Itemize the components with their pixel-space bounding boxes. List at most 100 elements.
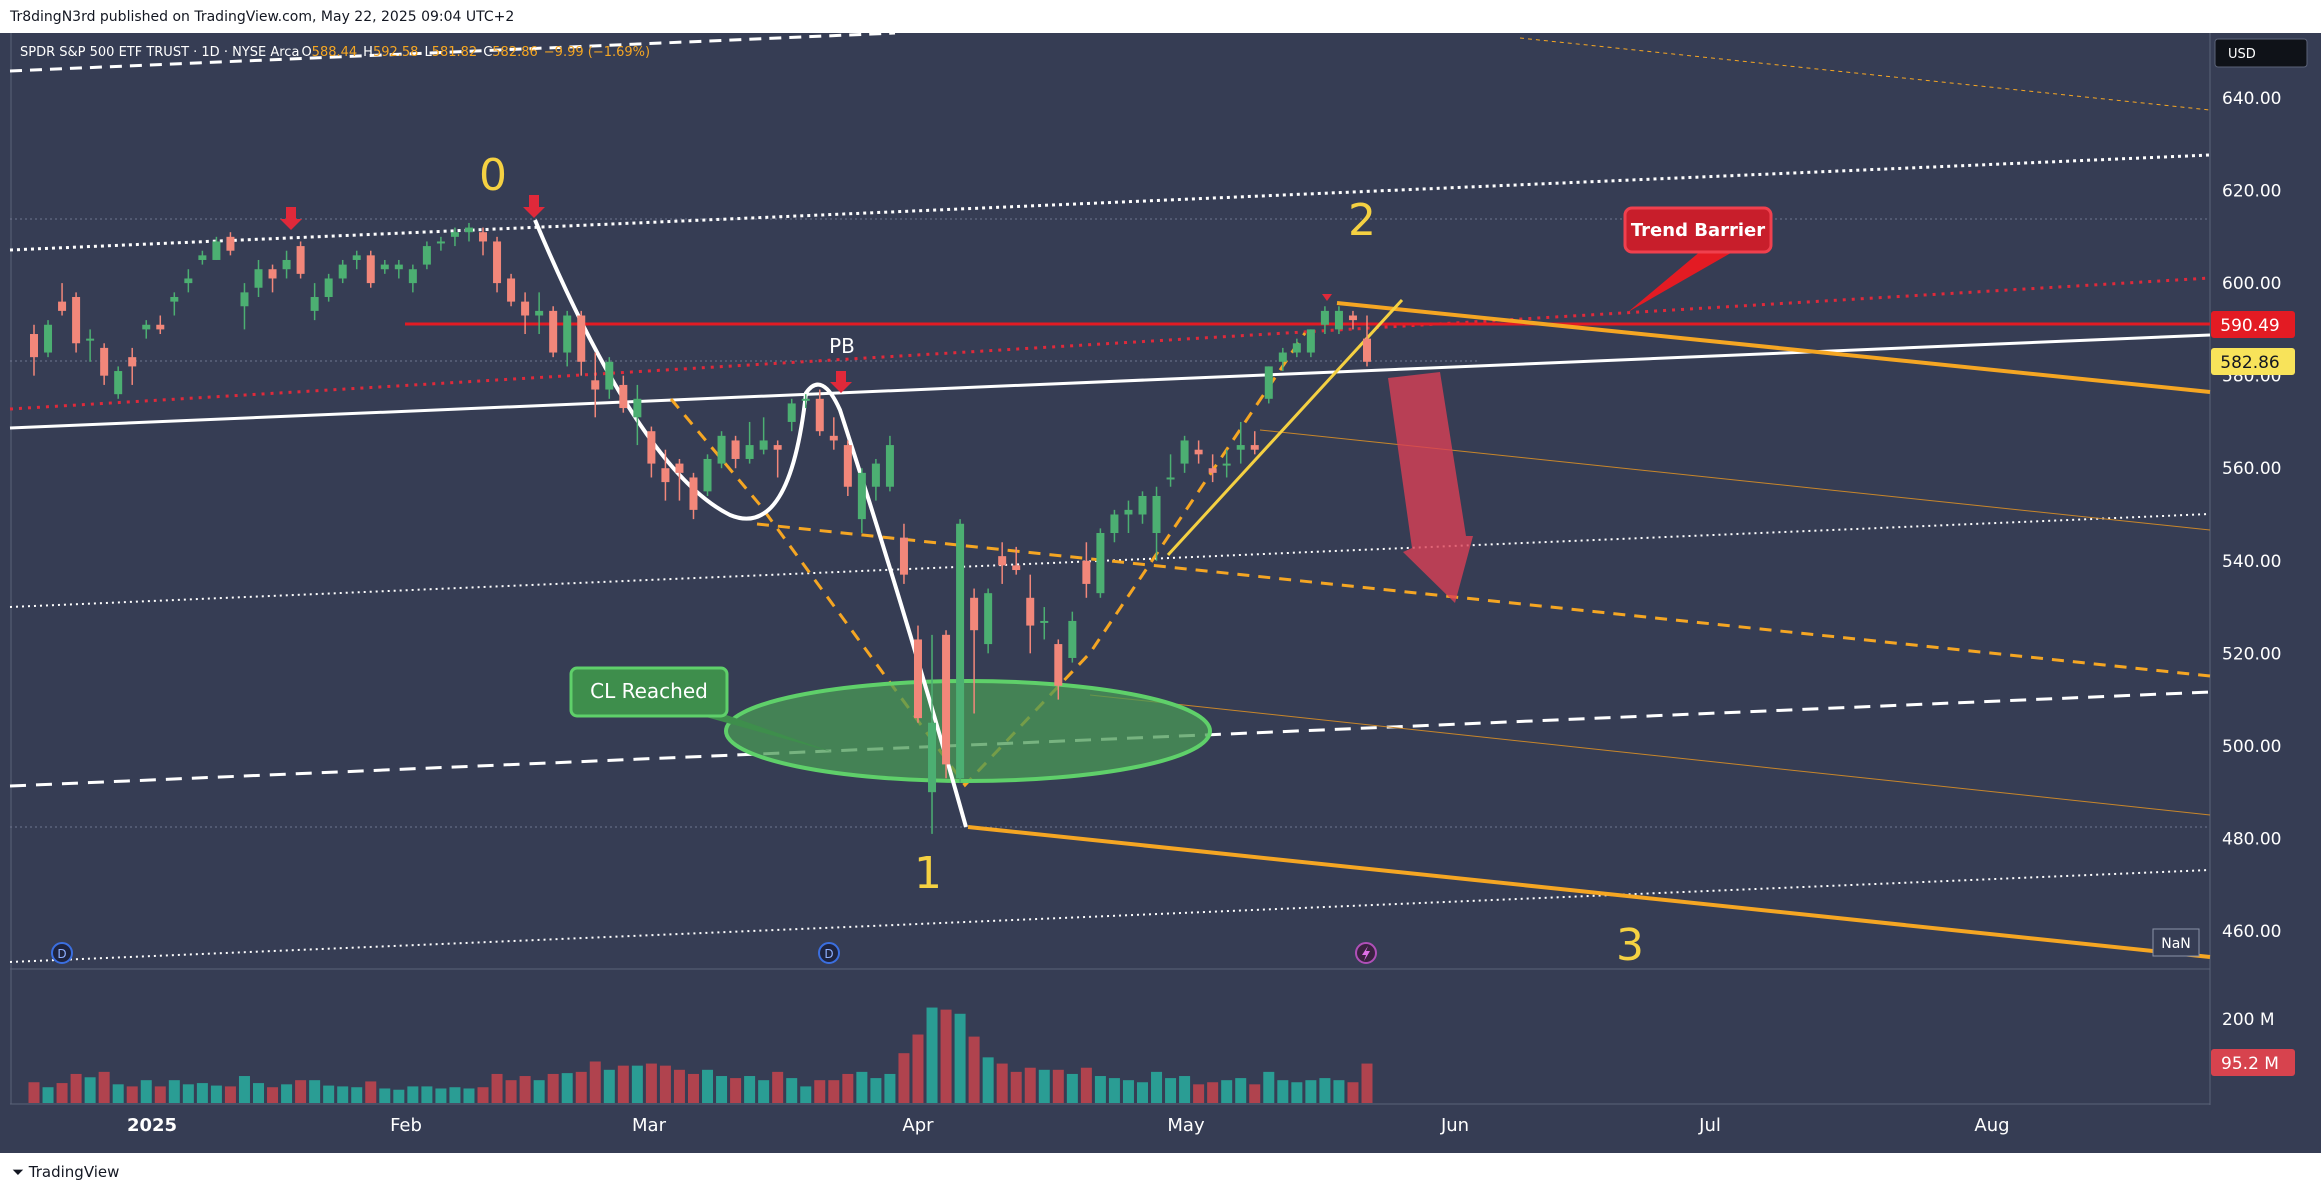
candle xyxy=(296,241,305,279)
publisher-bar: Tr8dingN3rd published on TradingView.com… xyxy=(0,0,2321,33)
candle-body xyxy=(142,324,151,330)
candle xyxy=(464,222,473,242)
mid-white-dotted-channel xyxy=(9,513,2211,608)
wave-label-2: 2 xyxy=(1348,195,1376,246)
candle xyxy=(829,417,838,450)
volume-bar xyxy=(1193,1084,1205,1103)
candle-body xyxy=(647,431,656,464)
dividend-marker[interactable]: D xyxy=(818,942,840,964)
volume-bar xyxy=(1066,1073,1078,1103)
ohlc-c-label: C xyxy=(483,45,492,60)
volume-bar xyxy=(1122,1080,1134,1103)
candle-body xyxy=(1264,366,1273,399)
tradingview-logo[interactable]: ⏷ TradingView xyxy=(12,1163,119,1181)
candle xyxy=(1306,329,1315,358)
volume-bar xyxy=(182,1084,194,1103)
candle xyxy=(394,259,403,279)
volume-bar xyxy=(407,1086,419,1103)
volume-bar xyxy=(1094,1076,1106,1103)
volume-bar xyxy=(253,1083,265,1103)
candle xyxy=(605,357,614,399)
candle-body xyxy=(380,264,389,270)
candle-body xyxy=(507,278,516,302)
volume-bar xyxy=(1179,1076,1191,1103)
volume-bar xyxy=(1319,1078,1331,1103)
candle xyxy=(1138,491,1147,524)
volume-layer xyxy=(28,1007,1373,1103)
time-axis[interactable]: 2025 Feb Mar Apr May Jun Jul Aug xyxy=(127,1115,2010,1136)
candle xyxy=(1152,486,1161,561)
volume-bar xyxy=(1080,1067,1092,1103)
volume-bar xyxy=(842,1073,854,1103)
volume-bar xyxy=(224,1086,236,1103)
candle-body xyxy=(324,278,333,297)
price-axis[interactable]: 640.00620.00600.00580.00560.00540.00520.… xyxy=(2222,89,2281,942)
volume-bar xyxy=(673,1069,685,1103)
volume-bar xyxy=(800,1086,812,1103)
candle-body xyxy=(759,440,768,450)
volume-bar xyxy=(561,1073,573,1103)
volume-badge xyxy=(2211,1049,2295,1076)
currency-label: USD xyxy=(2228,47,2256,62)
time-tick: Aug xyxy=(1974,1115,2009,1136)
price-axis-background xyxy=(2210,33,2321,1153)
candle xyxy=(212,236,221,260)
volume-bar xyxy=(379,1088,391,1103)
flash-icon xyxy=(1362,946,1370,961)
candle-body xyxy=(899,537,908,575)
price-tick: 600.00 xyxy=(2222,274,2281,294)
price-chart[interactable]: Trend Barrier CL Reached 0 1 2 3 PB D D … xyxy=(0,33,2321,1153)
volume-bar xyxy=(1361,1063,1373,1103)
candle-body xyxy=(731,440,740,459)
candle xyxy=(72,292,81,353)
candle-body xyxy=(689,477,698,510)
dividend-marker[interactable]: D xyxy=(51,942,73,964)
candle-body xyxy=(240,292,249,307)
candle xyxy=(1110,509,1119,543)
upper-white-dotted-channel xyxy=(9,153,2211,252)
orange-dashed-zigzag xyxy=(669,332,1307,788)
ohlc-change: −9.99 (−1.69%) xyxy=(544,45,650,60)
candle xyxy=(1096,528,1105,598)
earnings-marker[interactable] xyxy=(1355,942,1377,964)
volume-bar xyxy=(463,1088,475,1103)
candle xyxy=(198,250,207,265)
volume-bar xyxy=(84,1077,96,1103)
ohlc-l-value: 581.82 xyxy=(432,45,478,60)
candle-body xyxy=(549,310,558,353)
candle-body xyxy=(1096,533,1105,594)
volume-bar xyxy=(140,1080,152,1103)
volume-bar xyxy=(547,1073,559,1103)
candle-body xyxy=(1194,449,1203,455)
candle xyxy=(240,283,249,330)
volume-bar xyxy=(1108,1078,1120,1103)
dividend-marker-label: D xyxy=(57,947,66,961)
candle-body xyxy=(1363,338,1371,362)
candle-body xyxy=(1054,644,1063,686)
volume-bar xyxy=(659,1065,671,1103)
candle-body xyxy=(436,241,445,244)
candle-body xyxy=(254,269,263,288)
candle xyxy=(268,264,277,293)
volume-bar xyxy=(435,1088,447,1103)
cl-reached-label: CL Reached xyxy=(590,679,708,703)
price-badge-yellow xyxy=(2211,348,2295,375)
candle xyxy=(689,472,698,520)
candle-body xyxy=(1110,514,1119,534)
candle-body xyxy=(282,259,291,270)
candle-body xyxy=(1026,597,1035,626)
volume-bar xyxy=(70,1073,82,1103)
volume-bar xyxy=(716,1076,728,1103)
candle-body xyxy=(44,324,53,353)
wave-label-3: 3 xyxy=(1616,920,1644,971)
price-tick: 640.00 xyxy=(2222,89,2281,109)
candle xyxy=(1054,639,1063,700)
candle-body xyxy=(1334,310,1343,330)
volume-bar xyxy=(982,1057,994,1103)
candle xyxy=(436,236,445,251)
volume-bar xyxy=(295,1080,307,1103)
volume-bar xyxy=(267,1087,279,1103)
candle xyxy=(787,398,796,432)
price-tick: 560.00 xyxy=(2222,459,2281,479)
currency-button[interactable] xyxy=(2214,38,2308,68)
